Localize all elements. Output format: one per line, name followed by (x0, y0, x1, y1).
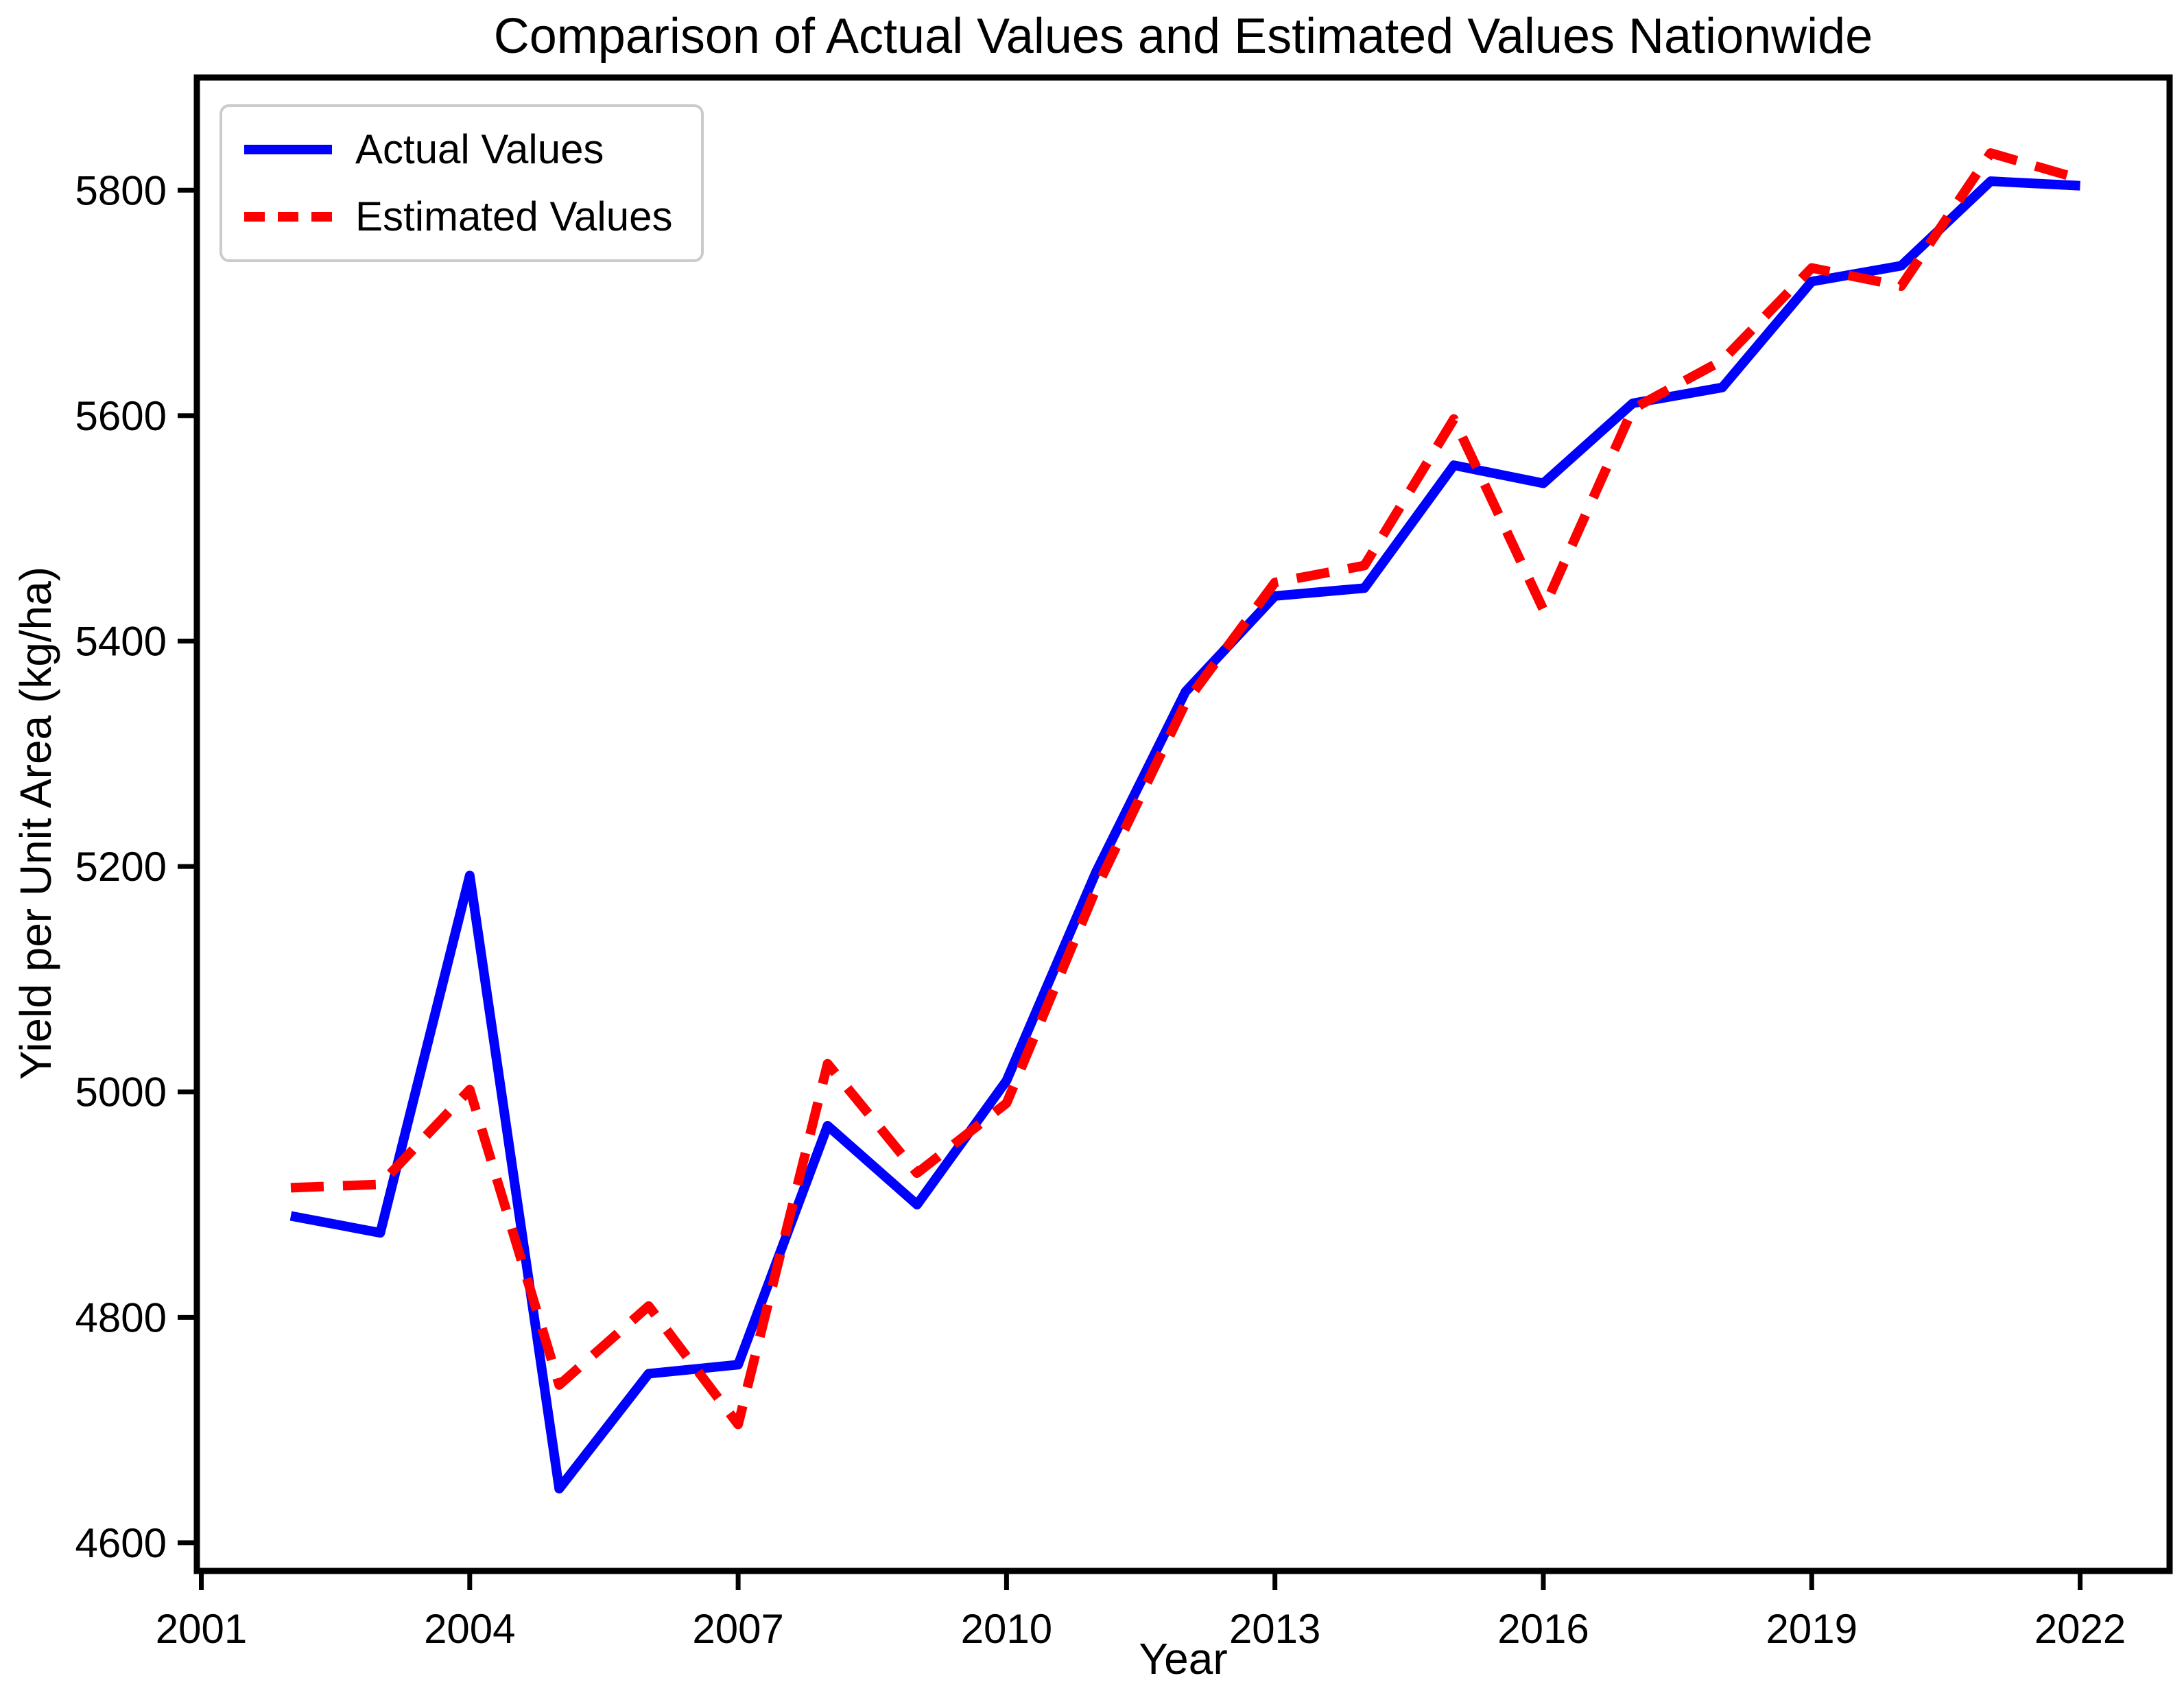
x-tick-label: 2022 (2034, 1606, 2126, 1652)
actual-line-sample-icon (244, 145, 332, 154)
x-axis: 2001 2004 2007 2010 2013 2016 2019 2022 (156, 1571, 2126, 1652)
estimated-line-sample-icon (244, 212, 332, 222)
estimated-values-line (290, 148, 2082, 1430)
y-tick-label: 5000 (75, 1069, 167, 1115)
y-tick-label: 4600 (75, 1520, 167, 1566)
y-axis-label: Yield per Unit Area (kg/ha) (11, 566, 60, 1080)
x-tick-label: 2010 (961, 1606, 1052, 1652)
legend-label-actual: Actual Values (355, 126, 604, 172)
legend-item-estimated: Estimated Values (244, 192, 672, 241)
x-tick-label: 2004 (424, 1606, 515, 1652)
y-tick-label: 4800 (75, 1294, 167, 1340)
chart-title: Comparison of Actual Values and Estimate… (493, 9, 1873, 64)
axes-spines (193, 74, 2173, 1574)
x-tick-label: 2001 (156, 1606, 247, 1652)
y-tick-label: 5600 (75, 393, 167, 439)
legend: Actual Values Estimated Values (219, 104, 704, 262)
legend-item-actual: Actual Values (244, 125, 672, 174)
legend-label-estimated: Estimated Values (355, 193, 673, 239)
actual-values-line (289, 176, 2080, 1494)
x-tick-label: 2019 (1766, 1606, 1857, 1652)
x-tick-label: 2016 (1497, 1606, 1589, 1652)
y-tick-label: 5800 (75, 167, 167, 213)
x-tick-label: 2013 (1229, 1606, 1320, 1652)
y-tick-label: 5400 (75, 619, 167, 665)
y-axis: 4600 4800 5000 5200 5400 5600 5800 (75, 167, 197, 1566)
y-tick-label: 5200 (75, 844, 167, 890)
x-tick-label: 2007 (692, 1606, 783, 1652)
x-axis-label: Year (1139, 1634, 1228, 1683)
